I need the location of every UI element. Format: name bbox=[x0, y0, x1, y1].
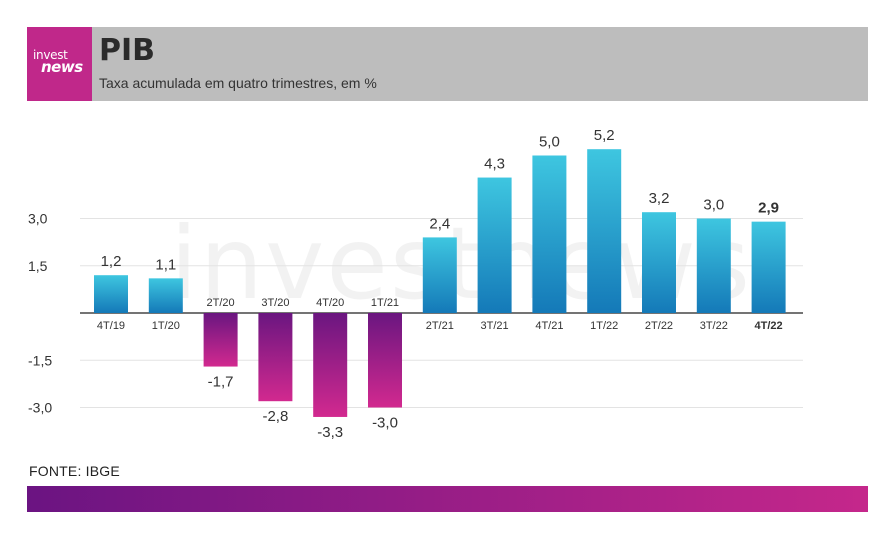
value-label: 3,0 bbox=[703, 197, 724, 214]
y-tick-label: 3,0 bbox=[28, 211, 48, 227]
logo-line2: news bbox=[41, 58, 83, 76]
category-label: 4T/22 bbox=[755, 320, 783, 332]
category-label: 3T/21 bbox=[481, 320, 509, 332]
value-label: -3,0 bbox=[372, 415, 398, 432]
value-label: 2,4 bbox=[429, 215, 450, 232]
category-label: 2T/20 bbox=[207, 297, 235, 309]
header-banner: invest news PIB Taxa acumulada em quatro… bbox=[27, 27, 868, 101]
footer-gradient-bar bbox=[27, 486, 868, 512]
category-label: 3T/22 bbox=[700, 320, 728, 332]
value-label: -1,7 bbox=[208, 374, 234, 391]
y-tick-label: -1,5 bbox=[28, 352, 52, 368]
bar bbox=[696, 218, 731, 313]
bar bbox=[477, 177, 512, 313]
bar bbox=[94, 275, 128, 313]
category-label: 4T/20 bbox=[316, 297, 344, 309]
chart-title: PIB bbox=[99, 33, 156, 68]
logo-line1: invest bbox=[33, 48, 68, 62]
bar bbox=[313, 313, 348, 417]
chart-subtitle: Taxa acumulada em quatro trimestres, em … bbox=[99, 75, 377, 91]
value-label: -2,8 bbox=[262, 408, 288, 425]
value-label: -3,3 bbox=[317, 424, 343, 441]
bar bbox=[751, 221, 786, 313]
category-label: 4T/19 bbox=[97, 320, 125, 332]
labels: 3,0 1,5 -1,5 -3,0 4T/19 1,2 1T/20 1,1 2T/20 -1,7 3… bbox=[28, 127, 783, 441]
value-label: 3,2 bbox=[649, 190, 670, 207]
bar bbox=[422, 237, 457, 313]
y-tick-label: 1,5 bbox=[28, 258, 48, 274]
bar bbox=[368, 313, 402, 408]
bar bbox=[203, 313, 238, 367]
category-label: 3T/20 bbox=[261, 297, 289, 309]
value-label: 2,9 bbox=[758, 200, 779, 217]
bar bbox=[587, 149, 622, 313]
investnews-logo: invest news bbox=[27, 27, 92, 101]
value-label: 1,2 bbox=[101, 253, 122, 270]
category-label: 4T/21 bbox=[535, 320, 563, 332]
category-label: 1T/20 bbox=[152, 320, 180, 332]
category-label: 1T/22 bbox=[590, 320, 618, 332]
source-note: FONTE: IBGE bbox=[29, 463, 120, 479]
value-label: 1,1 bbox=[155, 256, 176, 273]
category-label: 2T/21 bbox=[426, 320, 454, 332]
category-label: 1T/21 bbox=[371, 297, 399, 309]
bar bbox=[258, 313, 293, 402]
bar bbox=[642, 212, 676, 313]
bar bbox=[148, 278, 183, 313]
category-label: 2T/22 bbox=[645, 320, 673, 332]
bar bbox=[532, 155, 567, 313]
y-tick-label: -3,0 bbox=[28, 400, 52, 416]
value-label: 4,3 bbox=[484, 156, 505, 173]
value-label: 5,2 bbox=[594, 127, 615, 144]
value-label: 5,0 bbox=[539, 134, 560, 151]
bars bbox=[94, 149, 786, 417]
